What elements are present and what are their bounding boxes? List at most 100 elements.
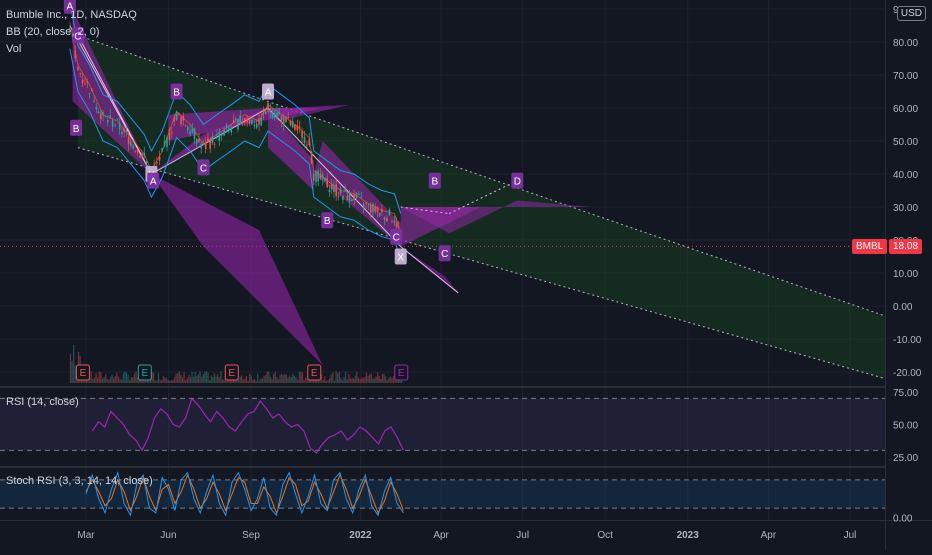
rsi-indicator-label[interactable]: RSI (14, close) [6,396,79,408]
candle-body [211,136,214,144]
rsi-line [91,397,404,454]
candle-body [262,111,265,114]
volume-bar [287,377,289,383]
volume-bar [215,376,217,383]
candle-body [358,194,360,196]
candle-body [139,156,141,158]
volume-bar [250,375,252,383]
volume-bar [340,377,342,383]
volume-bar [114,376,116,383]
pattern-point-label: C [74,31,81,42]
candle-body [175,111,178,120]
volume-bar [375,376,377,383]
volume-bar [106,378,108,383]
volume-bar [189,377,192,383]
candle-body [285,116,287,123]
candle-body [91,88,93,92]
volume-bar [377,372,379,383]
volume-bar [100,372,102,383]
stoch-rsi-indicator-label[interactable]: Stoch RSI (3, 3, 14, 14, close) [6,475,153,487]
volume-bar [253,378,256,383]
candle-body [278,111,281,115]
volume-bar [237,379,240,383]
pattern-point-label: B [73,124,80,135]
volume-bar [132,377,134,383]
volume-bar [295,377,297,383]
pane-separator [0,466,885,468]
price-axis-label: 60.00 [893,104,918,115]
price-axis-label: 50.00 [893,137,918,148]
pattern-point-label: A [67,2,74,13]
time-axis-label: Apr [433,530,449,541]
candle-body [312,173,315,181]
volume-bar [279,374,281,383]
candle-body [303,137,306,143]
earnings-event-label: E [80,368,87,379]
candle-body [374,206,376,212]
volume-bar [335,371,337,383]
candle-body [81,79,84,83]
volume-bar [133,373,136,383]
volume-bar [284,373,286,383]
pattern-point-box [170,83,183,100]
volume-bar [247,380,249,383]
candle-body [207,138,209,142]
volume-bar [239,376,241,383]
volume-bar [277,379,280,383]
volume-bar [73,345,75,383]
volume-bar [383,373,385,383]
volume-bar [162,376,164,383]
volume-indicator-label[interactable]: Vol [6,43,22,55]
candle-body [230,127,233,133]
earnings-event-label: E [398,368,405,379]
volume-bar [325,380,328,383]
candle-body [180,117,182,125]
volume-bar [245,375,248,383]
candle-body [243,118,246,121]
volume-bar [388,378,390,383]
volume-bar [109,376,112,383]
candle-body [218,131,221,141]
volume-bar [333,380,336,383]
stoch-rsi-pane [0,470,885,517]
volume-bar [130,377,132,383]
currency-button[interactable]: USD [896,6,926,21]
rsi-background-band [0,398,885,451]
volume-bar [285,374,288,383]
volume-bar [85,379,88,383]
pattern-point-box [321,212,334,229]
candle-body [282,116,285,125]
volume-bar [205,371,208,383]
candle-body [393,221,396,223]
volume-bar [153,372,155,383]
candle-body [136,149,139,152]
candle-body [178,112,180,115]
candle-body [280,116,283,123]
volume-bar [252,379,254,383]
candle-body [287,117,290,119]
candle-body [225,125,228,128]
volume-bar [332,372,334,383]
volume-bar [164,377,166,383]
candle-body [251,119,253,125]
candle-body [191,129,194,133]
candle-body [232,120,235,124]
volume-bar [89,378,91,383]
candle-body [351,199,353,202]
volume-bar [324,376,326,383]
pattern-point-box [63,0,76,14]
pattern-point-label: A [265,88,272,99]
symbol-title[interactable]: Bumble Inc., 1D, NASDAQ [6,9,137,21]
volume-bar [111,374,113,383]
volume-bar [260,378,262,383]
candle-body [324,177,326,182]
volume-bar [319,378,321,383]
bb-indicator-label[interactable]: BB (20, close, 2, 0) [6,26,100,38]
pattern-dotted-leg [400,206,450,215]
candle-body [269,109,272,112]
volume-bar [321,374,323,383]
bb-upper-band [69,2,402,214]
volume-bar [157,372,160,383]
